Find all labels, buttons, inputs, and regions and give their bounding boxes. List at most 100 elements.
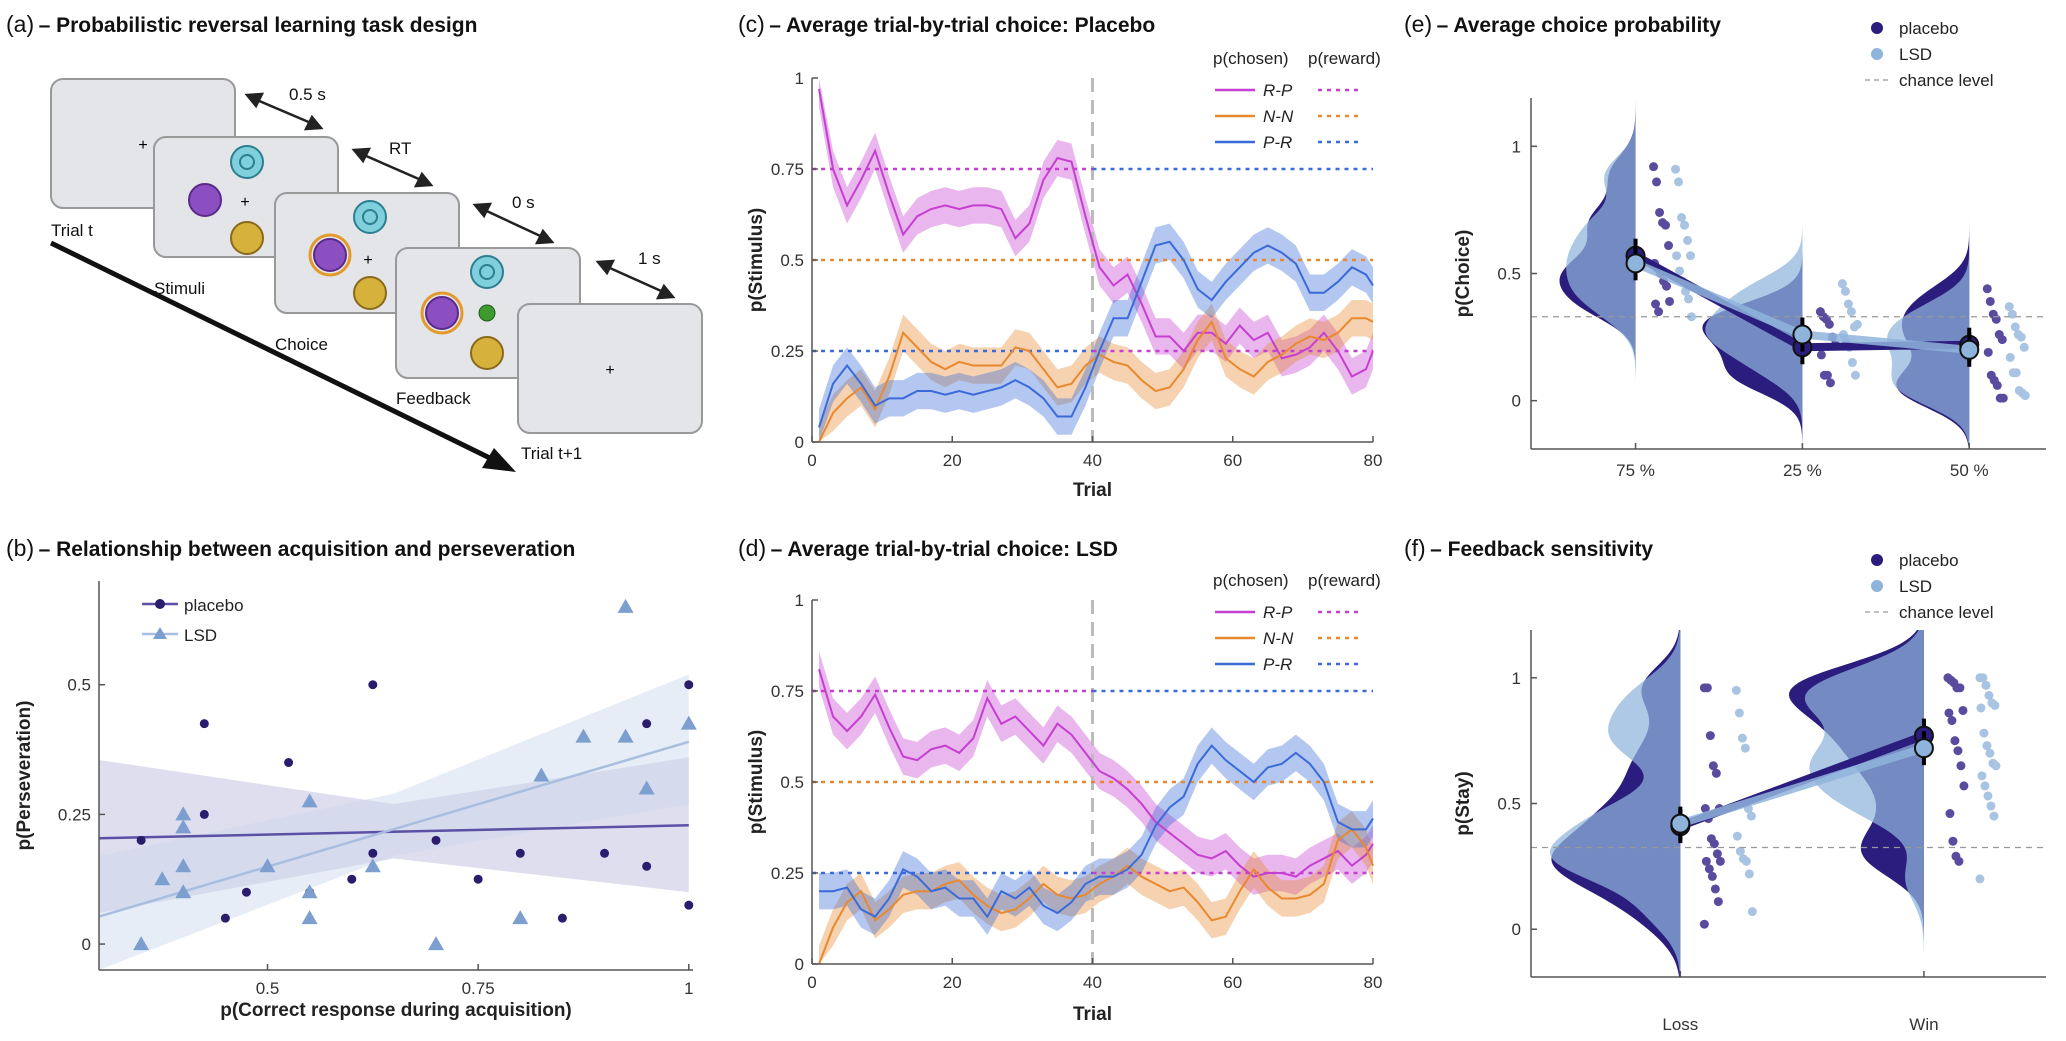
subject-point-lsd [1746,811,1756,821]
subject-point-lsd [2004,302,2014,312]
panel-f-label: (f) [1404,535,1426,561]
subject-point-placebo [1705,731,1715,741]
y-tick-label: 0 [1512,392,1521,411]
timing-label: 0 s [512,193,535,212]
subject-point-placebo [1651,299,1661,309]
regression-line-lsd [98,740,690,918]
data-point-placebo [284,758,294,768]
y-tick-label: 0.25 [771,342,804,361]
subject-point-lsd [1675,266,1685,276]
x-axis-label: p(Correct response during acquisition) [220,1000,572,1021]
data-point-lsd [617,728,634,743]
subject-point-placebo [1713,897,1723,907]
subject-point-placebo [1704,864,1714,874]
data-point-lsd [428,936,445,951]
data-point-placebo [515,848,525,858]
x-tick-label: 20 [943,973,962,992]
data-point-placebo [368,848,378,858]
subject-point-lsd [1680,220,1690,230]
panel-a-label: (a) [6,11,34,37]
panel-c-title-text: – Average trial-by-trial choice: Placebo [769,14,1155,37]
subject-point-lsd [1847,358,1857,368]
legend-marker [1871,554,1883,566]
subject-point-lsd [1976,703,1986,713]
panel-e-title-text: – Average choice probability [1437,14,1722,37]
subject-point-placebo [1958,705,1968,715]
subject-point-placebo [1955,683,1965,693]
x-tick-label: 1 [684,979,693,998]
legend-label: placebo [184,596,244,615]
violin-choice-probability: 0 0.5 1 75 % 25 % 50 % p(Choice) placebo LSD chan… [1453,19,2046,480]
screen-label: Stimuli [154,279,205,298]
screen-label: Feedback [396,389,471,408]
subject-point-lsd [1843,299,1853,309]
subject-point-lsd [1986,801,1996,811]
data-point-lsd [175,806,192,821]
legend-marker [155,599,165,609]
regression-line-placebo [98,824,689,840]
arrow-head-icon [482,448,516,472]
data-point-placebo [199,719,209,729]
subject-point-placebo [1707,871,1717,881]
panel-d-label: (d) [738,535,766,561]
spiral-detail [479,264,495,280]
data-point-placebo [136,835,146,845]
category-label: Loss [1662,1015,1698,1034]
line-chart-lsd: 0 0.25 0.5 0.75 1 0 20 40 60 80 Trial p(Stimulus) p(… [746,571,1382,1025]
x-tick-label: 0.75 [462,979,495,998]
subject-point-placebo [1708,761,1718,771]
timing-label: 1 s [638,249,661,268]
legend-header-reward: p(reward) [1308,571,1381,590]
line-chart-placebo: 0 0.25 0.5 0.75 1 0 20 40 60 80 Trial p(Stimulus) p(… [746,49,1382,501]
spiral-stimulus-icon [353,200,387,234]
subject-point-lsd [2011,368,2021,378]
panel-b-title-text: – Relationship between acquisition and p… [39,538,576,561]
legend-header-chosen: p(chosen) [1213,49,1289,68]
subject-point-lsd [1744,869,1754,879]
subject-point-lsd [1740,743,1750,753]
subject-point-placebo [1709,839,1719,849]
y-tick-label: 0 [795,433,804,452]
legend-header-reward: p(reward) [1308,49,1381,68]
data-point-lsd [175,858,192,873]
panel-d-title: (d) – Average trial-by-trial choice: LSD [738,535,1118,561]
subject-point-lsd [1674,177,1684,187]
task-design-diagram: + + + + Trial t Stimuli Choice Feedback … [49,78,703,472]
data-point-placebo [368,680,378,690]
data-point-placebo [684,680,694,690]
subject-point-lsd [2019,342,2029,352]
legend-label: LSD [1899,45,1932,64]
data-point-placebo [642,719,652,729]
subject-point-placebo [1655,207,1665,217]
x-tick-label: 0 [807,451,816,470]
subject-point-placebo [1715,856,1725,866]
subject-point-lsd [1734,708,1744,718]
legend-header-chosen: p(chosen) [1213,571,1289,590]
subject-point-lsd [1683,235,1693,245]
ci-band-p-r [819,727,1373,935]
subject-point-lsd [2005,352,2015,362]
data-point-placebo [431,835,441,845]
subject-point-placebo [1947,716,1957,726]
y-tick-label: 0.75 [771,682,804,701]
spiral-detail [239,154,255,170]
legend-label: N-N [1263,629,1294,648]
x-tick-label: 60 [1223,973,1242,992]
screen-trial-t-plus-1 [517,303,703,434]
subject-point-placebo [1954,856,1964,866]
choice-ring-icon [420,291,464,335]
series-line-n-n [818,317,1374,443]
legend-label: chance level [1899,603,1994,622]
purple-stimulus-icon [313,238,347,272]
time-axis-arrow [49,240,502,466]
x-axis-label: Trial [1073,480,1112,501]
data-point-placebo [241,887,251,897]
subject-point-placebo [1992,380,2002,390]
subject-point-placebo [1825,378,1835,388]
subject-point-placebo [1824,319,1834,329]
legend-label: chance level [1899,71,1994,90]
subject-point-lsd [1840,286,1850,296]
ci-band-r-p [819,78,1373,395]
data-point-placebo [600,848,610,858]
